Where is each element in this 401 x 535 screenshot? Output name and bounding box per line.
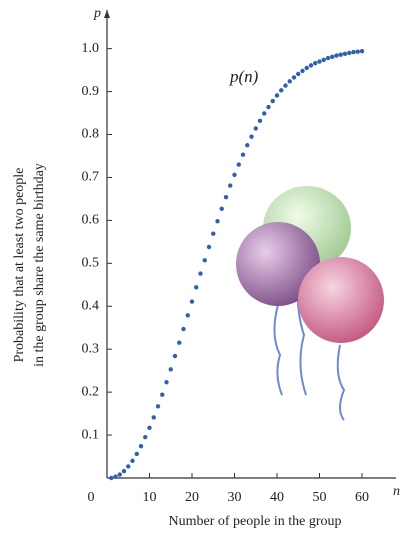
point xyxy=(130,459,134,463)
point xyxy=(135,452,139,456)
y-tick-label: 0.5 xyxy=(82,256,100,271)
point xyxy=(275,93,279,97)
x-axis-name: n xyxy=(393,484,400,499)
chart: Probability that at least two people in … xyxy=(0,0,401,535)
point xyxy=(211,231,215,235)
point xyxy=(266,105,270,109)
point xyxy=(152,415,156,419)
x-tick-label: 10 xyxy=(143,490,157,505)
point xyxy=(322,58,326,62)
point xyxy=(113,475,117,479)
point xyxy=(262,111,266,115)
point xyxy=(194,285,198,289)
point xyxy=(190,299,194,303)
point xyxy=(288,79,292,83)
point xyxy=(207,245,211,249)
point xyxy=(181,327,185,331)
point xyxy=(228,183,232,187)
point xyxy=(300,69,304,73)
point xyxy=(283,83,287,87)
point xyxy=(160,393,164,397)
point xyxy=(143,435,147,439)
point xyxy=(139,444,143,448)
point xyxy=(118,472,122,476)
x-axis-label: Number of people in the group xyxy=(168,514,341,529)
point xyxy=(356,49,360,53)
point xyxy=(156,404,160,408)
point xyxy=(241,152,245,156)
y-tick-label: 0.4 xyxy=(82,298,100,313)
y-tick-label: 0.1 xyxy=(82,427,100,442)
point xyxy=(292,75,296,79)
point xyxy=(347,51,351,55)
point xyxy=(279,88,283,92)
point xyxy=(164,380,168,384)
point xyxy=(220,207,224,211)
point xyxy=(232,173,236,177)
point xyxy=(224,195,228,199)
point xyxy=(109,476,113,480)
point xyxy=(334,53,338,57)
point xyxy=(237,162,241,166)
x-tick-label: 40 xyxy=(270,490,284,505)
balloons xyxy=(236,186,384,420)
point xyxy=(313,61,317,65)
point xyxy=(351,50,355,54)
point xyxy=(343,52,347,56)
point xyxy=(198,271,202,275)
y-axis-name: p xyxy=(93,6,101,21)
point xyxy=(258,119,262,123)
point xyxy=(254,126,258,130)
y-tick-label: 0.2 xyxy=(82,384,100,399)
y-tick-label: 0.6 xyxy=(82,213,100,228)
point xyxy=(173,354,177,358)
y-tick-label: 0.3 xyxy=(82,341,100,356)
point xyxy=(339,52,343,56)
curve-annotation: p(n) xyxy=(229,67,259,86)
y-axis-label: Probability that at least two people xyxy=(12,168,27,363)
y-tick-label: 1.0 xyxy=(82,41,100,56)
point xyxy=(271,99,275,103)
point xyxy=(122,469,126,473)
y-axis-label: in the group share the same birthday xyxy=(32,163,47,367)
point xyxy=(203,258,207,262)
x-tick-label: 60 xyxy=(355,490,369,505)
point xyxy=(326,56,330,60)
x-tick-label: 50 xyxy=(313,490,327,505)
point xyxy=(186,313,190,317)
x-tick-label: 0 xyxy=(88,490,95,505)
point xyxy=(305,66,309,70)
point xyxy=(177,341,181,345)
point xyxy=(249,134,253,138)
point xyxy=(360,49,364,53)
point xyxy=(169,367,173,371)
y-axis-arrow xyxy=(104,10,110,18)
x-tick-label: 20 xyxy=(185,490,199,505)
y-tick-label: 0.9 xyxy=(82,84,100,99)
y-tick-label: 0.7 xyxy=(82,170,100,185)
point xyxy=(309,63,313,67)
point xyxy=(147,426,151,430)
y-tick-label: 0.8 xyxy=(82,127,100,142)
point xyxy=(330,55,334,59)
point xyxy=(296,72,300,76)
x-tick-label: 30 xyxy=(228,490,242,505)
point xyxy=(215,219,219,223)
point xyxy=(317,59,321,63)
point xyxy=(126,464,130,468)
point xyxy=(245,143,249,147)
